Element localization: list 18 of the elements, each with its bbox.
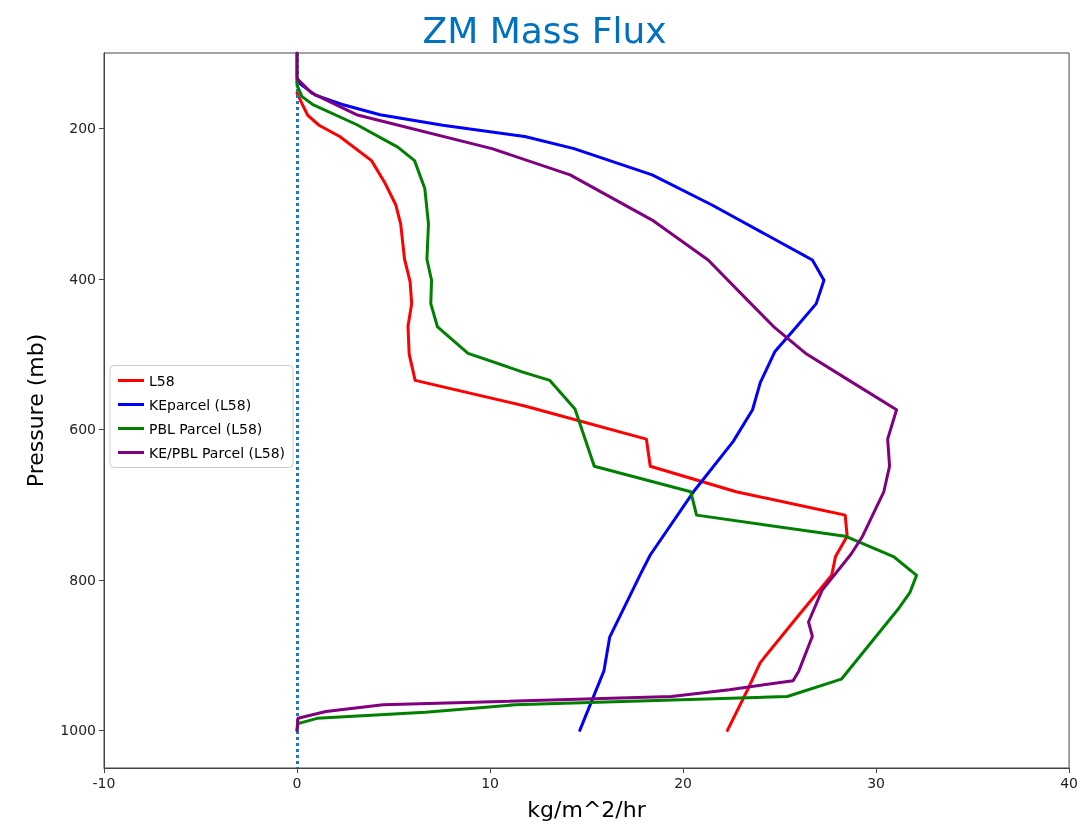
y-tick-label: 1000 (60, 722, 96, 739)
y-tick-label: 200 (69, 120, 96, 137)
legend-label: PBL Parcel (L58) (149, 420, 263, 437)
y-axis-title: Pressure (mb) (22, 333, 48, 488)
legend-label: L58 (149, 372, 175, 389)
x-axis-title: kg/m^2/hr (527, 796, 647, 822)
x-tick-label: 40 (1060, 775, 1079, 791)
x-tick-label: -10 (92, 775, 116, 791)
chart-title: ZM Mass Flux (422, 9, 667, 51)
y-tick-label: 600 (69, 421, 96, 438)
legend-label: KEparcel (L58) (149, 396, 252, 413)
x-tick-label: 30 (867, 775, 885, 791)
y-tick-label: 800 (69, 571, 96, 588)
y-tick-label: 400 (69, 270, 96, 287)
x-tick-label: 10 (481, 775, 499, 791)
x-tick-label: 20 (674, 775, 692, 791)
x-tick-label: 0 (292, 775, 302, 791)
legend-label: KE/PBL Parcel (L58) (149, 444, 286, 461)
